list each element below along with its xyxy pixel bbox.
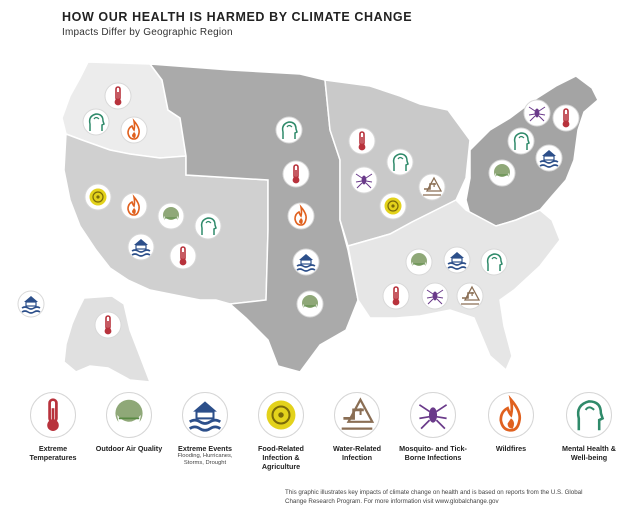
biohazard-icon <box>258 392 304 438</box>
air-quality-icon <box>296 290 324 318</box>
thermometer-icon <box>348 127 376 155</box>
flood-icon <box>443 246 471 274</box>
flood-icon <box>17 290 45 318</box>
mosquito-tick-icon <box>410 392 456 438</box>
mental-health-icon <box>275 116 303 144</box>
mosquito-tick-icon <box>523 99 551 127</box>
legend-item-mental-health: Mental Health & Well-being <box>554 392 624 462</box>
us-climate-health-map <box>17 61 599 383</box>
region-northeast[interactable] <box>465 75 599 227</box>
thermometer-icon <box>104 82 132 110</box>
wildfire-icon <box>120 116 148 144</box>
mental-health-icon <box>386 148 414 176</box>
legend-label: Water-Related Infection <box>332 444 382 462</box>
legend: Extreme Temperatures Outdoor Air Quality… <box>10 392 630 482</box>
legend-label: Extreme Events <box>178 444 232 453</box>
legend-sublabel: Flooding, Hurricanes, Storms, Drought <box>177 453 233 466</box>
mosquito-tick-icon <box>421 282 449 310</box>
mental-health-icon <box>507 127 535 155</box>
legend-item-mosquito-tick: Mosquito- and Tick-Borne Infections <box>398 392 468 462</box>
legend-label: Extreme Temperatures <box>29 444 77 462</box>
wildfire-icon <box>488 392 534 438</box>
legend-label: Outdoor Air Quality <box>95 444 163 453</box>
thermometer-icon <box>94 311 122 339</box>
biohazard-icon <box>84 183 112 211</box>
flood-icon <box>182 392 228 438</box>
water-warning-icon <box>334 392 380 438</box>
legend-label: Food-Related Infection & Agriculture <box>258 444 304 471</box>
flood-icon <box>292 248 320 276</box>
legend-item-biohazard: Food-Related Infection & Agriculture <box>246 392 316 471</box>
page-subtitle: Impacts Differ by Geographic Region <box>62 27 233 38</box>
thermometer-icon <box>30 392 76 438</box>
thermometer-icon <box>169 242 197 270</box>
page-title: HOW OUR HEALTH IS HARMED BY CLIMATE CHAN… <box>62 10 413 24</box>
footer-note: This graphic illustrates key impacts of … <box>285 489 583 505</box>
legend-item-water-warning: Water-Related Infection <box>322 392 392 462</box>
region-alaska[interactable] <box>63 295 152 383</box>
air-quality-icon <box>488 159 516 187</box>
legend-label: Mosquito- and Tick-Borne Infections <box>399 444 467 462</box>
wildfire-icon <box>120 192 148 220</box>
mental-health-icon <box>480 248 508 276</box>
air-quality-icon <box>106 392 152 438</box>
legend-label: Wildfires <box>495 444 527 453</box>
mental-health-icon <box>566 392 612 438</box>
water-warning-icon <box>418 173 446 201</box>
biohazard-icon <box>379 192 407 220</box>
thermometer-icon <box>282 160 310 188</box>
legend-item-wildfire: Wildfires <box>476 392 546 453</box>
mental-health-icon <box>194 212 222 240</box>
legend-item-air-quality: Outdoor Air Quality <box>94 392 164 453</box>
mosquito-tick-icon <box>350 166 378 194</box>
legend-item-flood: Extreme Events Flooding, Hurricanes, Sto… <box>170 392 240 467</box>
water-warning-icon <box>456 282 484 310</box>
region-southeast[interactable] <box>347 199 561 372</box>
mental-health-icon <box>82 108 110 136</box>
thermometer-icon <box>552 104 580 132</box>
wildfire-icon <box>287 202 315 230</box>
legend-item-thermometer: Extreme Temperatures <box>18 392 88 462</box>
air-quality-icon <box>405 248 433 276</box>
air-quality-icon <box>157 202 185 230</box>
legend-label: Mental Health & Well-being <box>562 444 616 462</box>
flood-icon <box>127 233 155 261</box>
thermometer-icon <box>382 282 410 310</box>
flood-icon <box>535 144 563 172</box>
